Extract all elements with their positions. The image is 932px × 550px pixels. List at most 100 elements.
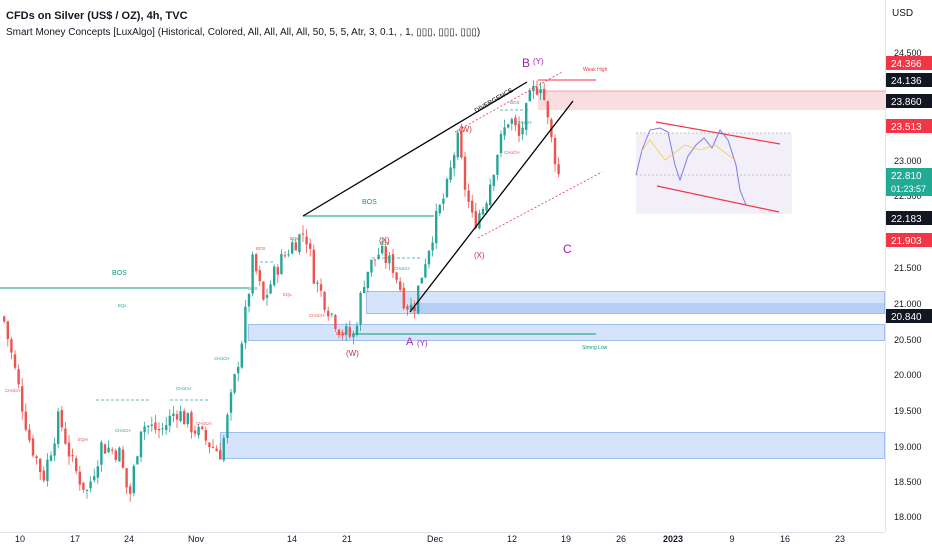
smc-label: EQH	[78, 437, 88, 442]
candle	[13, 350, 17, 370]
divergence-label: DIVERGENCE	[474, 87, 515, 115]
currency-label: USD	[892, 8, 914, 19]
supply-zone	[538, 91, 885, 110]
candle	[258, 265, 261, 286]
candle	[521, 121, 524, 141]
candle	[240, 340, 243, 369]
x-tick-label: 14	[287, 534, 297, 544]
y-tick-label: 18.000	[894, 512, 922, 522]
candle	[28, 423, 31, 443]
price-tag: 20.840	[891, 312, 922, 323]
candle	[359, 291, 362, 332]
countdown-tag: 01:23:57	[891, 184, 926, 194]
candle	[269, 280, 272, 295]
candle	[471, 194, 474, 218]
candle	[10, 336, 13, 360]
wave-label: (X)	[379, 236, 390, 245]
candle	[132, 463, 135, 497]
candle	[21, 378, 24, 420]
x-tick-label: 16	[780, 534, 790, 544]
candle	[388, 252, 391, 271]
candle	[111, 447, 114, 455]
wave-label: (W)	[346, 349, 359, 358]
candle	[391, 249, 395, 279]
candle	[186, 412, 189, 428]
candle	[64, 422, 67, 445]
smc-label: CHoCH	[176, 386, 192, 391]
candle	[312, 244, 315, 285]
candle	[334, 313, 337, 332]
price-tag-bg	[886, 56, 932, 70]
candle	[330, 312, 333, 318]
x-tick-label: 21	[342, 534, 352, 544]
candle	[154, 414, 157, 434]
candle	[125, 468, 128, 494]
candle	[262, 280, 265, 301]
candle	[211, 439, 215, 449]
candle	[273, 264, 276, 288]
candle	[193, 425, 197, 438]
candle	[532, 80, 535, 100]
smc-label: BOS	[336, 331, 346, 336]
demand-zone-mid	[248, 324, 885, 341]
candle	[557, 157, 560, 178]
candle	[60, 406, 63, 432]
inset-panel	[636, 133, 792, 214]
candle	[384, 238, 387, 269]
candle	[53, 437, 56, 462]
candle	[438, 203, 441, 216]
candle	[319, 278, 323, 297]
wave-label: (Y)	[533, 57, 544, 66]
candle	[208, 442, 211, 454]
x-tick-label: Nov	[188, 534, 205, 544]
x-tick-label: 12	[507, 534, 517, 544]
smc-label: BOS	[256, 246, 266, 251]
candle	[67, 435, 71, 465]
y-tick-label: 21.000	[894, 299, 922, 309]
x-tick-label: Dec	[427, 534, 444, 544]
smc-label: EQH	[290, 236, 300, 241]
candle	[93, 468, 96, 483]
candle	[100, 440, 103, 472]
smc-label: CHoCH	[115, 428, 131, 433]
candle	[35, 454, 38, 465]
smc-label: CHoCH	[214, 356, 230, 361]
candle	[107, 440, 110, 454]
candle	[305, 229, 308, 254]
strong-low-label: Strong Low	[582, 345, 608, 351]
smc-label: BOS	[510, 100, 520, 105]
price-tag: 23.860	[891, 97, 922, 108]
candle	[222, 434, 225, 463]
candle	[226, 412, 229, 444]
candle	[229, 388, 233, 421]
x-tick-label: 26	[616, 534, 626, 544]
dotted-channel-bottom	[477, 171, 603, 239]
demand-zone-upper-core	[410, 303, 885, 313]
smc-label: CHoCH	[516, 120, 532, 125]
candle	[492, 174, 495, 192]
candle	[215, 445, 218, 452]
candle	[316, 280, 319, 293]
candle	[323, 290, 326, 313]
candle	[402, 282, 405, 311]
y-tick-label: 23.000	[894, 156, 922, 166]
candle	[280, 249, 283, 275]
candle	[57, 407, 60, 449]
candle	[345, 323, 348, 342]
candle	[499, 130, 503, 158]
candle	[237, 361, 240, 382]
candle	[301, 225, 305, 242]
smc-label: CHoCH	[196, 421, 212, 426]
candle	[309, 238, 312, 257]
candle	[553, 134, 557, 172]
candle	[291, 238, 294, 255]
candle	[327, 306, 330, 321]
candle	[103, 443, 107, 454]
wave-label: (X)	[474, 251, 485, 260]
candle	[183, 408, 186, 425]
candles	[3, 80, 560, 502]
candle	[463, 151, 467, 197]
candle	[3, 315, 6, 324]
